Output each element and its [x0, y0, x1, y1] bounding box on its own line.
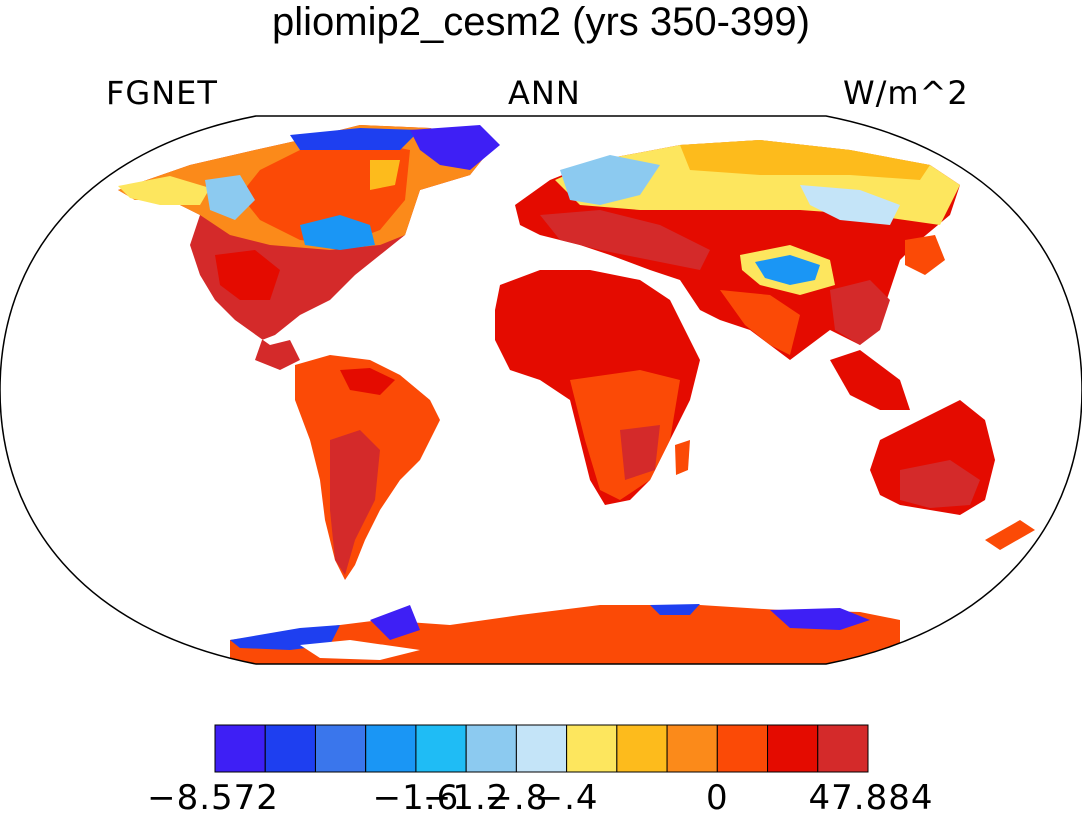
colorbar-tick-label: 0: [705, 778, 729, 818]
colorbar-tick-label: 47.884: [808, 778, 934, 818]
colorbar-tick-label: −8.572: [147, 778, 279, 818]
eurasia: [515, 140, 960, 360]
colorbar-tick-label: −.8: [484, 778, 549, 818]
colorbar-tick-label: −.4: [534, 778, 599, 818]
map-title: pliomip2_cesm2 (yrs 350-399): [271, 0, 810, 44]
africa: [495, 270, 700, 505]
colorbar-swatch: [465, 724, 517, 773]
colorbar-swatch: [716, 724, 769, 773]
australia: [830, 350, 1035, 550]
variable-label: FGNET: [106, 74, 218, 112]
north-america: [118, 125, 495, 370]
colorbar-swatch: [666, 724, 718, 773]
units-label: W/m^2: [843, 74, 969, 112]
colorbar-swatch: [415, 724, 467, 773]
season-label: ANN: [508, 74, 581, 112]
colorbar-swatch: [767, 724, 819, 773]
colorbar-tick-label: −1.6: [372, 778, 460, 818]
colorbar-swatch: [817, 724, 869, 773]
colorbar-swatch: [214, 724, 266, 773]
colorbar: [214, 724, 869, 773]
colorbar-swatch: [365, 724, 417, 773]
colorbar-swatch: [515, 724, 568, 773]
map-field: [0, 116, 1082, 664]
colorbar-swatch: [616, 724, 668, 773]
colorbar-swatch: [314, 724, 367, 773]
greenland: [410, 125, 500, 170]
south-america: [295, 355, 440, 580]
colorbar-swatch: [264, 724, 316, 773]
map-boundary: [0, 115, 1082, 665]
antarctica: [230, 604, 900, 664]
colorbar-tick-label: −1.2: [422, 778, 510, 818]
colorbar-swatch: [566, 724, 618, 773]
